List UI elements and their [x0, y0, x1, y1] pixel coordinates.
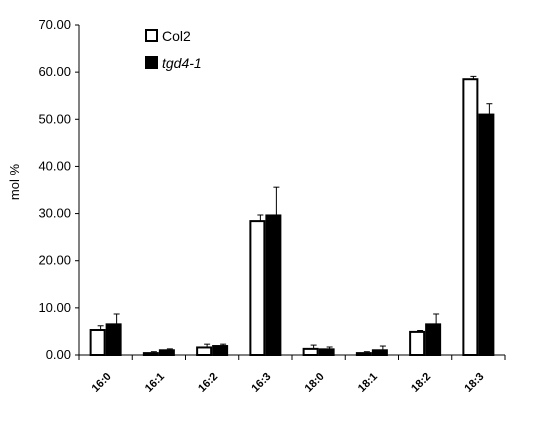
legend-label-col2: Col2: [162, 28, 191, 44]
bar-col2-16-2: [196, 346, 213, 357]
bar-col2-18-2: [409, 330, 426, 356]
x-tick-label: 18:3: [462, 371, 486, 395]
bar-tgd4-16-3: [265, 214, 282, 356]
y-tick-label: 30.00: [38, 206, 71, 221]
legend-swatch-tgd4: [145, 56, 158, 69]
x-tick-label: 18:2: [409, 371, 433, 395]
x-tick-label: 16:0: [90, 371, 114, 395]
y-tick-label: 50.00: [38, 111, 71, 126]
bar-tgd4-18-0: [318, 348, 335, 357]
y-tick-label: 10.00: [38, 300, 71, 315]
bars: [89, 78, 495, 357]
bar-col2-16-3: [249, 220, 266, 356]
error-bars: [97, 75, 493, 354]
x-axis-ticks: 16:0 16:1 16:2 16:3 18:0 18:1 18:2 18:3: [78, 355, 506, 395]
legend: Col2 tgd4-1: [145, 28, 202, 71]
y-tick-label: 70.00: [38, 17, 71, 32]
bar-col2-18-3: [462, 78, 479, 356]
x-tick-label: 18:1: [356, 371, 380, 395]
bar-tgd4-16-0: [105, 323, 122, 357]
bar-col2-16-0: [89, 329, 106, 356]
y-tick-label: 20.00: [38, 253, 71, 268]
y-tick-label: 0.00: [46, 347, 71, 362]
bar-tgd4-18-2: [425, 323, 442, 357]
x-tick-label: 16:2: [196, 371, 220, 395]
y-axis-label: mol %: [7, 164, 22, 201]
bar-col2-18-0: [302, 347, 319, 357]
y-tick-label: 40.00: [38, 158, 71, 173]
bar-tgd4-16-2: [212, 345, 229, 356]
bar-tgd4-16-1: [158, 349, 175, 356]
y-axis-ticks: 0.00 10.00 20.00 30.00 40.00 50.00 60.00 70.00: [38, 17, 79, 362]
bar-tgd4-18-3: [478, 113, 495, 356]
x-tick-label: 16:3: [249, 371, 273, 395]
x-tick-label: 18:0: [303, 371, 327, 395]
x-tick-label: 16:1: [143, 371, 167, 395]
y-tick-label: 60.00: [38, 64, 71, 79]
legend-swatch-col2: [145, 29, 158, 42]
axes: [78, 25, 505, 356]
legend-label-tgd4: tgd4-1: [162, 55, 202, 71]
bar-tgd4-18-1: [371, 349, 388, 356]
